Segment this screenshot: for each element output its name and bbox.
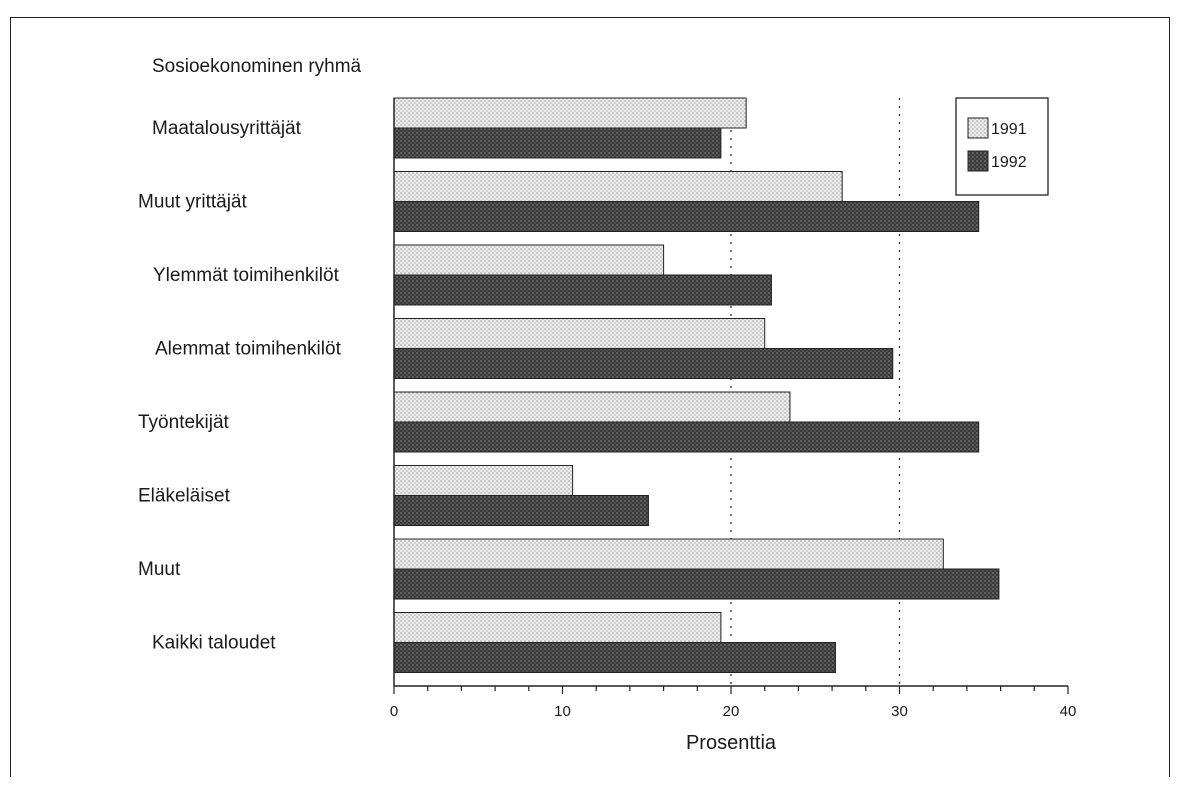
legend-label-1992: 1992	[991, 154, 1027, 171]
legend: 1991 1992	[955, 97, 1049, 196]
bar-1991-5	[393, 465, 574, 496]
bar-1991-0	[393, 97, 747, 129]
bar-1992-3	[393, 348, 894, 379]
category-label-3: Alemmat toimihenkilöt	[155, 339, 342, 360]
x-tick-label-20: 20	[723, 703, 740, 720]
bar-1992-7	[393, 642, 836, 673]
legend-swatch-1991	[967, 117, 989, 139]
category-label-7: Kaikki taloudet	[152, 633, 276, 654]
bar-1991-2	[393, 244, 665, 276]
bar-1992-0	[393, 127, 722, 159]
bar-1992-6	[393, 568, 1000, 600]
legend-label-1991: 1991	[991, 121, 1027, 138]
bar-1991-7	[393, 612, 722, 643]
bar-1991-6	[393, 538, 944, 570]
x-tick-label-30: 30	[891, 703, 908, 720]
legend-box	[955, 97, 1049, 196]
bars	[393, 97, 1000, 673]
legend-swatch-1992	[967, 150, 989, 172]
bar-1991-1	[393, 171, 843, 202]
category-label-5: Eläkeläiset	[138, 486, 231, 507]
chart-title: Sosioekonominen ryhmä	[152, 56, 362, 77]
category-label-1: Muut yrittäjät	[138, 192, 247, 213]
bar-1991-4	[393, 391, 791, 423]
category-label-0: Maatalousyrittäjät	[152, 118, 302, 139]
category-label-4: Työntekijät	[138, 412, 230, 433]
bar-1992-4	[393, 421, 980, 453]
x-axis-title: Prosenttia	[686, 732, 777, 754]
bar-1991-3	[393, 318, 766, 349]
chart-frame	[10, 17, 1170, 777]
bar-1992-2	[393, 274, 772, 306]
bar-1992-1	[393, 201, 980, 232]
x-axis-ticks: 0 10 20 30 40	[390, 686, 1077, 720]
category-labels: Maatalousyrittäjät Muut yrittäjät Ylemmät …	[138, 118, 342, 654]
bar-1992-5	[393, 495, 649, 526]
x-tick-label-10: 10	[554, 703, 571, 720]
x-tick-label-40: 40	[1060, 703, 1077, 720]
category-label-6: Muut	[138, 559, 181, 580]
x-tick-label-0: 0	[390, 703, 398, 720]
category-label-2: Ylemmät toimihenkilöt	[153, 265, 340, 286]
